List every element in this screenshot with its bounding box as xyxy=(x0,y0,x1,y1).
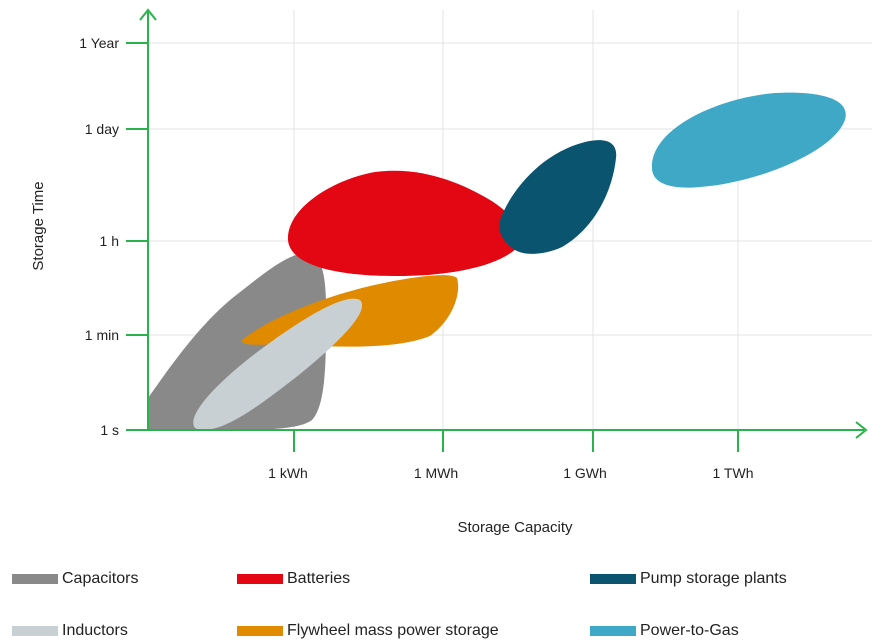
y-tick-label-year: 1 Year xyxy=(79,35,119,51)
y-tick-label-hour: 1 h xyxy=(100,233,119,249)
legend-item-capacitors: Capacitors xyxy=(12,568,138,590)
y-tick-label-min: 1 min xyxy=(85,327,119,343)
x-tick-label-kwh: 1 kWh xyxy=(268,465,308,481)
y-tick-label-sec: 1 s xyxy=(100,422,119,438)
region-batteries xyxy=(287,170,521,276)
chart: 1 Year 1 day 1 h 1 min 1 s 1 kWh 1 MWh 1… xyxy=(30,8,872,536)
legend: Capacitors Batteries Pump storage plants… xyxy=(0,560,882,643)
legend-label-capacitors: Capacitors xyxy=(62,570,139,587)
y-axis-title: Storage Time xyxy=(30,181,47,270)
legend-swatch-flywheel xyxy=(237,626,283,636)
x-axis-title: Storage Capacity xyxy=(457,519,573,536)
x-tick-label-twh: 1 TWh xyxy=(713,465,754,481)
legend-label-batteries: Batteries xyxy=(287,570,351,587)
y-axis xyxy=(126,8,157,431)
legend-label-inductors: Inductors xyxy=(62,622,128,639)
x-tick-label-mwh: 1 MWh xyxy=(414,465,458,481)
legend-swatch-capacitors xyxy=(12,574,58,584)
region-power-to-gas xyxy=(651,92,846,188)
legend-item-inductors: Inductors xyxy=(12,620,128,642)
legend-label-flywheel: Flywheel mass power storage xyxy=(287,622,499,639)
legend-swatch-pump-storage xyxy=(590,574,636,584)
legend-item-power-to-gas: Power-to-Gas xyxy=(590,620,739,642)
legend-label-pump-storage: Pump storage plants xyxy=(640,570,787,587)
legend-label-power-to-gas: Power-to-Gas xyxy=(640,622,739,639)
legend-swatch-power-to-gas xyxy=(590,626,636,636)
legend-item-pump-storage: Pump storage plants xyxy=(590,568,787,590)
region-inductors xyxy=(193,298,363,431)
region-pump-storage xyxy=(499,140,617,254)
legend-swatch-inductors xyxy=(12,626,58,636)
legend-swatch-batteries xyxy=(237,574,283,584)
x-tick-label-gwh: 1 GWh xyxy=(563,465,607,481)
x-axis xyxy=(147,421,868,452)
y-tick-label-day: 1 day xyxy=(85,121,119,137)
legend-item-batteries: Batteries xyxy=(237,568,350,590)
legend-item-flywheel: Flywheel mass power storage xyxy=(237,620,499,642)
